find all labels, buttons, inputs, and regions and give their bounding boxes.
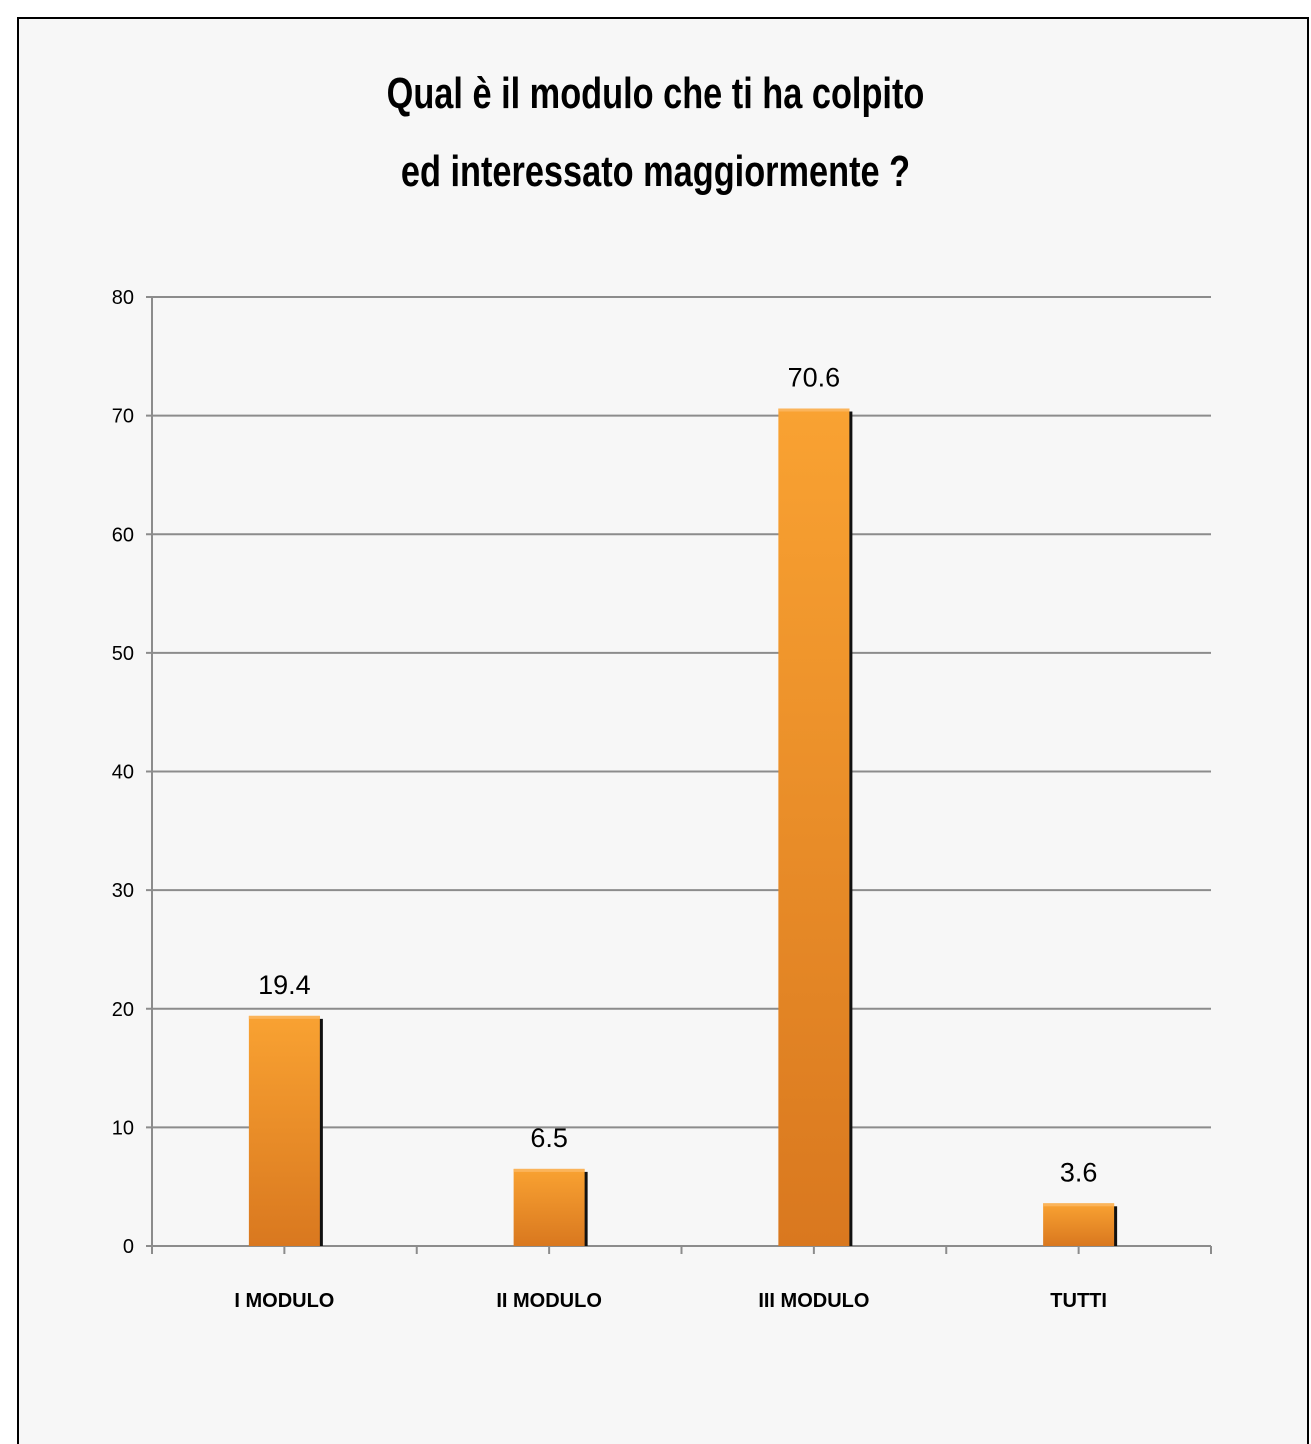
bar-top-highlight <box>513 1168 585 1172</box>
chart-title-line-2: ed interessato maggiormente ? <box>400 147 911 196</box>
chart-title-line-1: Qual è il modulo che ti ha colpito <box>386 69 925 118</box>
chart-title: Qual è il modulo che ti ha colpito ed in… <box>144 55 1167 211</box>
bar-shadow <box>1112 1206 1118 1246</box>
data-label: 3.6 <box>1060 1157 1098 1187</box>
gridlines <box>152 296 1211 1129</box>
y-tick-label: 80 <box>112 287 134 309</box>
category-label: III MODULO <box>758 1290 869 1312</box>
y-tick-label: 0 <box>123 1236 134 1258</box>
data-label: 70.6 <box>788 363 841 393</box>
y-tick-label: 60 <box>112 524 134 546</box>
y-tick-label: 10 <box>112 1117 134 1139</box>
bar-top-highlight <box>248 1015 320 1019</box>
category-label: TUTTI <box>1050 1290 1107 1312</box>
y-tick-label: 40 <box>112 762 134 784</box>
axes <box>146 296 1212 1254</box>
bar-top-highlight <box>1043 1203 1115 1207</box>
bar-i-modulo <box>248 1015 320 1246</box>
bar-tutti <box>1043 1203 1115 1246</box>
y-tick-label: 50 <box>112 643 134 665</box>
bar-shadow <box>317 1018 323 1246</box>
bar-shadow <box>847 411 853 1246</box>
bar-iii-modulo <box>778 408 850 1246</box>
y-tick-label: 20 <box>112 999 134 1021</box>
bar-top-highlight <box>778 408 850 412</box>
labels: 0 10 20 30 40 50 60 70 80 19.4 I MODULO 6.5 II MODUL… <box>112 287 1107 1312</box>
y-tick-label: 30 <box>112 880 134 902</box>
y-tick-label: 70 <box>112 406 134 428</box>
data-label: 6.5 <box>530 1123 568 1153</box>
bar-ii-modulo <box>513 1168 585 1246</box>
bars <box>248 408 1118 1246</box>
bar-shadow <box>582 1171 588 1246</box>
data-label: 19.4 <box>258 970 311 1000</box>
category-label: I MODULO <box>234 1290 334 1312</box>
category-label: II MODULO <box>496 1290 602 1312</box>
